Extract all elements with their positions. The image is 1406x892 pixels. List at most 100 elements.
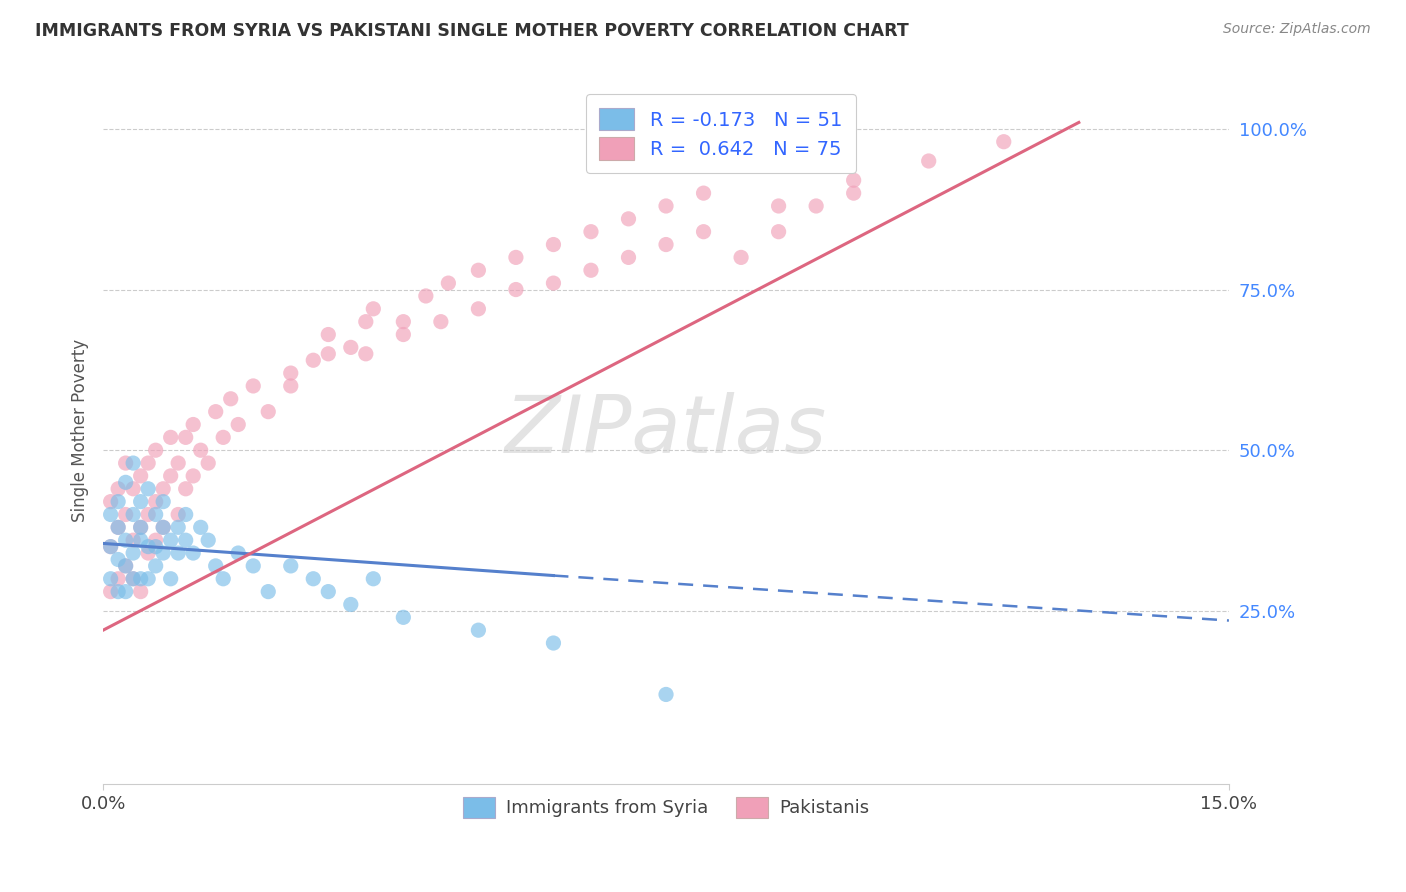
Point — [804, 199, 827, 213]
Point — [219, 392, 242, 406]
Point — [136, 546, 159, 560]
Point — [136, 572, 159, 586]
Point — [122, 482, 145, 496]
Point — [167, 520, 190, 534]
Point — [145, 558, 167, 573]
Point — [136, 482, 159, 496]
Point — [212, 572, 235, 586]
Point — [107, 494, 129, 508]
Point — [107, 572, 129, 586]
Point — [543, 276, 565, 290]
Point — [190, 443, 212, 458]
Point — [129, 494, 152, 508]
Point — [122, 546, 145, 560]
Point — [122, 572, 145, 586]
Point — [100, 584, 122, 599]
Point — [107, 520, 129, 534]
Point — [152, 546, 174, 560]
Point — [617, 211, 640, 226]
Point — [114, 584, 136, 599]
Point — [174, 482, 197, 496]
Point — [129, 520, 152, 534]
Point — [100, 540, 122, 554]
Point — [692, 225, 714, 239]
Point — [174, 533, 197, 548]
Point — [107, 482, 129, 496]
Point — [655, 688, 678, 702]
Point — [181, 469, 204, 483]
Point — [579, 225, 602, 239]
Point — [204, 404, 226, 418]
Point — [242, 558, 264, 573]
Point — [242, 379, 264, 393]
Point — [152, 520, 174, 534]
Point — [363, 572, 385, 586]
Point — [122, 533, 145, 548]
Point — [152, 482, 174, 496]
Point — [100, 508, 122, 522]
Point — [100, 572, 122, 586]
Point — [392, 327, 415, 342]
Point — [114, 533, 136, 548]
Point — [100, 540, 122, 554]
Point — [467, 263, 489, 277]
Point — [316, 584, 339, 599]
Point — [181, 546, 204, 560]
Point — [655, 237, 678, 252]
Point — [152, 520, 174, 534]
Point — [122, 508, 145, 522]
Point — [159, 469, 181, 483]
Point — [152, 494, 174, 508]
Point — [316, 347, 339, 361]
Point — [145, 494, 167, 508]
Point — [918, 153, 941, 168]
Point — [437, 276, 460, 290]
Point — [579, 263, 602, 277]
Point — [129, 533, 152, 548]
Point — [114, 456, 136, 470]
Point — [174, 508, 197, 522]
Point — [280, 366, 302, 380]
Point — [129, 584, 152, 599]
Point — [136, 508, 159, 522]
Point — [107, 584, 129, 599]
Point — [159, 533, 181, 548]
Point — [100, 494, 122, 508]
Y-axis label: Single Mother Poverty: Single Mother Poverty — [72, 339, 89, 523]
Point — [768, 199, 790, 213]
Point — [392, 610, 415, 624]
Point — [204, 558, 226, 573]
Point — [505, 251, 527, 265]
Point — [114, 558, 136, 573]
Point — [543, 237, 565, 252]
Point — [430, 315, 453, 329]
Point — [768, 225, 790, 239]
Point — [467, 301, 489, 316]
Point — [415, 289, 437, 303]
Point — [392, 315, 415, 329]
Point — [257, 404, 280, 418]
Point — [129, 520, 152, 534]
Point — [226, 417, 249, 432]
Point — [181, 417, 204, 432]
Point — [145, 533, 167, 548]
Point — [197, 533, 219, 548]
Point — [340, 340, 363, 354]
Point — [302, 353, 325, 368]
Point — [167, 456, 190, 470]
Point — [543, 636, 565, 650]
Point — [114, 508, 136, 522]
Text: Source: ZipAtlas.com: Source: ZipAtlas.com — [1223, 22, 1371, 37]
Point — [197, 456, 219, 470]
Point — [129, 469, 152, 483]
Point — [114, 475, 136, 490]
Point — [107, 552, 129, 566]
Point — [340, 598, 363, 612]
Point — [159, 572, 181, 586]
Point — [122, 572, 145, 586]
Point — [167, 508, 190, 522]
Point — [190, 520, 212, 534]
Point — [114, 558, 136, 573]
Point — [655, 199, 678, 213]
Point — [302, 572, 325, 586]
